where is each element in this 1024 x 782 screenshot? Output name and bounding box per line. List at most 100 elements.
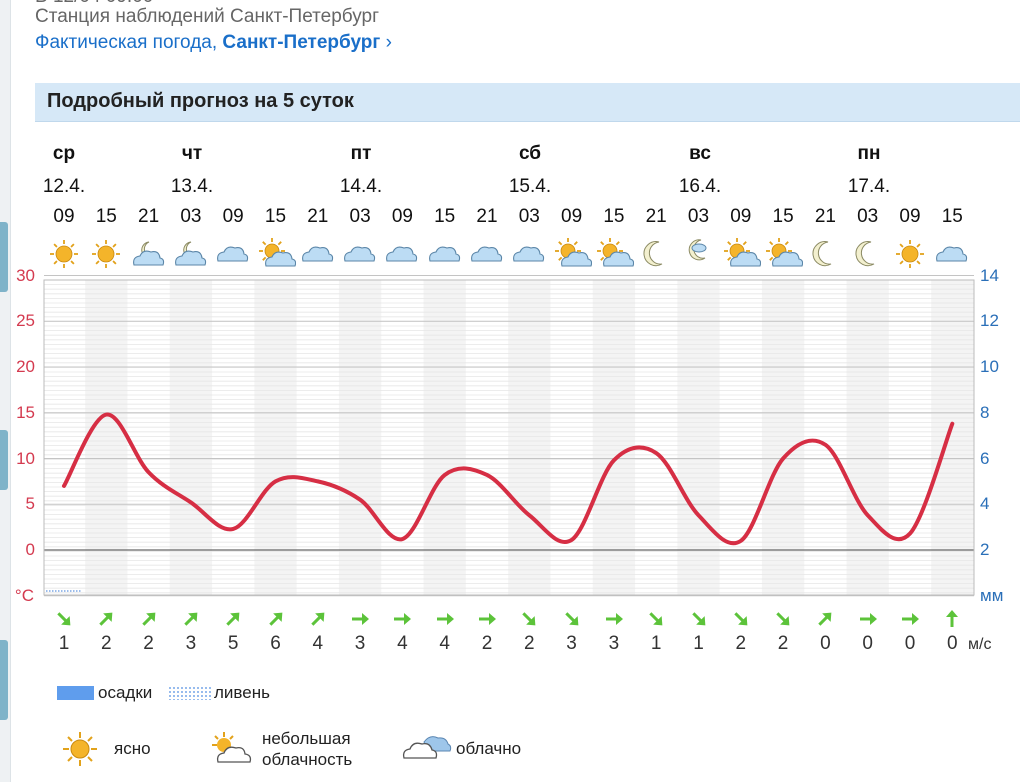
partly-cloudy-label-2: облачность	[262, 750, 353, 769]
wind-arrow-icon	[184, 612, 198, 626]
hour-label: 15	[434, 206, 456, 227]
wind-speed: 4	[397, 633, 408, 654]
hour-label: 03	[518, 206, 540, 227]
temperature-point	[189, 500, 193, 504]
day-date: 15.4.	[508, 176, 552, 197]
wind-arrow-icon	[522, 612, 536, 626]
actual-weather-link[interactable]: Фактическая погода, Санкт-Петербург ›	[35, 32, 392, 53]
hour-label: 21	[307, 206, 329, 227]
temperature-point	[400, 537, 404, 541]
wind-arrow-icon	[902, 613, 919, 625]
left-tick-label: 25	[16, 311, 35, 331]
wind-arrow-icon	[946, 610, 959, 627]
shower-label: ливень	[214, 683, 270, 702]
cloud-icon	[301, 246, 333, 262]
wind-arrow-icon	[99, 612, 113, 626]
temperature-point	[823, 443, 827, 447]
cloud-icon	[344, 246, 376, 262]
wind-arrow-icon	[691, 612, 705, 626]
left-axis-unit: °C	[14, 586, 34, 605]
wind-arrow-icon	[311, 612, 325, 626]
right-tick-label: 8	[980, 402, 990, 422]
cloud-icon	[217, 246, 249, 262]
wind-unit: м/с	[968, 636, 992, 653]
left-tick-label: 0	[25, 540, 35, 559]
wind-speed: 3	[566, 633, 577, 654]
wind-speed: 4	[312, 633, 324, 654]
section-title: Подробный прогноз на 5 суток	[47, 90, 354, 112]
temperature-point	[274, 479, 277, 483]
temperature-point	[654, 451, 658, 455]
temperature-line	[62, 412, 955, 546]
day-name: вс	[689, 143, 711, 164]
sun-cloud-icon	[723, 238, 761, 267]
partly-cloudy-label-1: небольшая	[262, 729, 351, 748]
hour-label: 09	[561, 206, 583, 227]
temperature-point	[231, 527, 235, 531]
sun-icon	[896, 240, 924, 268]
wind-speed: 2	[481, 633, 493, 654]
hour-label: 21	[814, 206, 836, 227]
hour-label: 03	[687, 206, 710, 227]
sun-cloud-icon	[596, 238, 634, 267]
left-side-tab[interactable]	[0, 222, 8, 292]
sun-cloud-icon	[258, 238, 296, 267]
temperature-point	[612, 458, 616, 462]
hour-label: 15	[772, 206, 794, 227]
left-tick-label: 30	[16, 265, 35, 285]
temperature-point	[485, 473, 489, 477]
section-header: Подробный прогноз на 5 суток	[35, 83, 1020, 122]
day-name: ср	[52, 143, 76, 164]
wind-speed: 5	[227, 633, 239, 654]
hour-label: 21	[645, 206, 667, 227]
wind-speed: 2	[777, 633, 789, 654]
wind-speed: 2	[735, 633, 747, 654]
day-date: 14.4.	[339, 176, 383, 197]
cloud-moon-icon	[174, 241, 207, 266]
left-tick-label: 15	[16, 402, 35, 422]
cloud-icon	[513, 246, 545, 262]
wind-speed: 0	[862, 633, 873, 654]
hour-label: 03	[349, 206, 371, 227]
left-side-tab[interactable]	[0, 640, 8, 720]
hour-label: 09	[899, 206, 921, 227]
left-tick-label: 5	[25, 494, 35, 514]
cloud-icon	[428, 246, 460, 262]
day-date: 17.4.	[847, 176, 891, 197]
wind-arrow-icon	[605, 613, 623, 625]
wind-speed: 0	[904, 633, 916, 654]
hour-label: 15	[95, 206, 117, 227]
temperature-point	[739, 539, 743, 543]
wind-speed: 3	[185, 633, 197, 654]
temperature-point	[443, 473, 447, 477]
precip-swatch	[57, 686, 94, 700]
temperature-point	[781, 457, 785, 460]
left-tick-label: 10	[16, 448, 35, 468]
day-name: пн	[857, 143, 881, 164]
hour-label: 15	[941, 206, 963, 227]
hour-label: 15	[264, 206, 287, 227]
cloudy-label: облачно	[456, 739, 522, 758]
wind-speed: 4	[439, 633, 450, 654]
wind-speed: 1	[693, 633, 704, 654]
wind-speed: 6	[270, 633, 281, 654]
moon-icon	[643, 241, 663, 267]
sun-icon	[50, 240, 78, 268]
temperature-point	[866, 513, 870, 517]
hour-label: 09	[222, 206, 244, 227]
cloud-moon-icon	[132, 241, 164, 266]
wind-speed: 3	[354, 633, 366, 654]
wind-arrow-icon	[57, 612, 71, 626]
cloud-icon	[936, 246, 968, 262]
temperature-point	[908, 532, 912, 536]
shower-swatch	[168, 686, 211, 700]
sun-cloud-icon	[554, 238, 592, 267]
left-side-tab[interactable]	[0, 430, 8, 490]
moon-cloud-icon	[688, 239, 706, 261]
right-tick-label: 10	[980, 357, 999, 376]
wind-arrow-icon	[734, 612, 748, 626]
day-date: 12.4.	[42, 176, 86, 197]
hour-label: 03	[857, 206, 879, 227]
sun-icon	[63, 732, 97, 766]
right-tick-label: 14	[980, 265, 999, 285]
